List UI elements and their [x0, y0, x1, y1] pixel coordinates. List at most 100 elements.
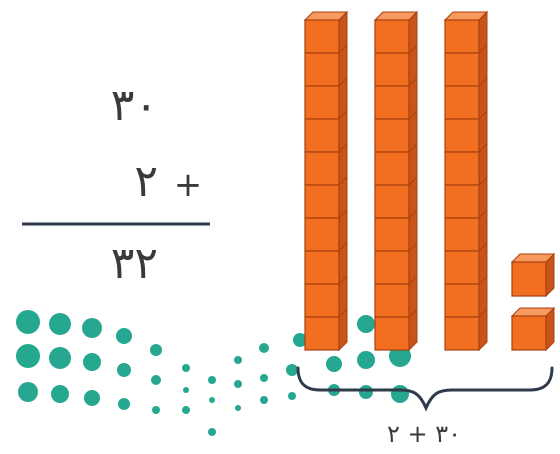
- cube-edge: [478, 11, 488, 21]
- cube-front-face: [511, 315, 547, 351]
- teal-dot: [150, 344, 162, 356]
- curly-brace: [296, 366, 554, 412]
- unit-cube: [444, 19, 480, 54]
- teal-dot: [260, 374, 268, 382]
- unit-cube: [444, 250, 480, 285]
- teal-dot: [359, 385, 373, 399]
- teal-dot: [118, 398, 130, 410]
- teal-dot: [391, 385, 409, 403]
- teal-dot: [82, 318, 102, 338]
- teal-dot: [49, 313, 71, 335]
- cube-edge: [478, 143, 488, 153]
- cube-edge: [478, 176, 488, 186]
- teal-dot: [209, 397, 215, 403]
- teal-dot: [183, 387, 189, 393]
- cube-edge: [408, 176, 418, 186]
- teal-dot: [117, 363, 131, 377]
- unit-cube: [304, 85, 340, 120]
- top-addend: ٣٠: [111, 80, 158, 131]
- brace-label: ٣٠ + ٢: [387, 420, 461, 448]
- unit-cube: [444, 316, 480, 351]
- tens-rod: [303, 10, 349, 352]
- teal-dot: [83, 353, 101, 371]
- unit-cube: [374, 19, 410, 54]
- cube-edge: [478, 110, 488, 120]
- cube-edge: [478, 308, 488, 318]
- unit-cube: [304, 52, 340, 87]
- unit-cube: [444, 283, 480, 318]
- teal-dot: [84, 390, 100, 406]
- unit-cube: [304, 316, 340, 351]
- unit-cube: [304, 283, 340, 318]
- teal-dot: [116, 328, 132, 344]
- unit-cube: [374, 52, 410, 87]
- cube-edge: [408, 77, 418, 87]
- unit-cube: [304, 151, 340, 186]
- sum-value: ٣٢: [111, 238, 158, 289]
- teal-dot: [234, 380, 242, 388]
- teal-dot: [259, 343, 269, 353]
- unit-cube: [304, 250, 340, 285]
- unit-cube: [374, 250, 410, 285]
- cube-edge: [408, 275, 418, 285]
- unit-cube: [304, 19, 340, 54]
- cube-edge: [408, 143, 418, 153]
- teal-dot: [182, 364, 190, 372]
- cube-edge: [408, 242, 418, 252]
- unit-cube: [304, 118, 340, 153]
- teal-dot: [208, 428, 216, 436]
- cube-edge: [338, 44, 348, 54]
- teal-dot: [182, 406, 190, 414]
- teal-dot: [16, 344, 40, 368]
- cube-edge: [338, 176, 348, 186]
- teal-dot: [49, 347, 71, 369]
- brace-group: ٣٠ + ٢: [296, 366, 554, 448]
- unit-cube: [444, 217, 480, 252]
- teal-dot: [151, 375, 161, 385]
- tens-rod: [373, 10, 419, 352]
- unit-cube: [444, 52, 480, 87]
- cube-edge: [408, 110, 418, 120]
- cube-top-face: [510, 253, 556, 263]
- unit-cube: [444, 184, 480, 219]
- ones-cube: [510, 252, 556, 298]
- unit-cube: [374, 85, 410, 120]
- vertical-addition: ٣٠ + ٢ ٣٢: [22, 80, 210, 289]
- teal-dot-pattern: [16, 309, 411, 436]
- unit-cube: [374, 316, 410, 351]
- cube-edge: [338, 209, 348, 219]
- unit-cube: [444, 85, 480, 120]
- cube-edge: [478, 209, 488, 219]
- cube-edge: [478, 44, 488, 54]
- unit-cube: [374, 118, 410, 153]
- teal-dot: [286, 364, 298, 376]
- teal-dot: [152, 406, 160, 414]
- teal-dot: [18, 382, 38, 402]
- unit-cube: [304, 184, 340, 219]
- cube-edge: [478, 77, 488, 87]
- cube-edge: [338, 110, 348, 120]
- base-ten-blocks: [303, 10, 556, 352]
- cube-edge: [478, 242, 488, 252]
- ones-cube: [510, 306, 556, 352]
- teal-dot: [260, 396, 268, 404]
- teal-dot: [235, 405, 241, 411]
- tens-rod: [443, 10, 489, 352]
- cube-top-face: [510, 307, 556, 317]
- teal-dot: [51, 385, 69, 403]
- cube-edge: [408, 44, 418, 54]
- cube-edge: [338, 143, 348, 153]
- cube-edge: [338, 308, 348, 318]
- teal-dot: [288, 392, 296, 400]
- cube-edge: [408, 209, 418, 219]
- cube-edge: [478, 275, 488, 285]
- unit-cube: [304, 217, 340, 252]
- unit-cube: [374, 217, 410, 252]
- teal-dot: [357, 315, 375, 333]
- cube-edge: [338, 11, 348, 21]
- teal-dot: [326, 356, 342, 372]
- teal-dot: [234, 356, 242, 364]
- unit-cube: [444, 151, 480, 186]
- cube-edge: [338, 77, 348, 87]
